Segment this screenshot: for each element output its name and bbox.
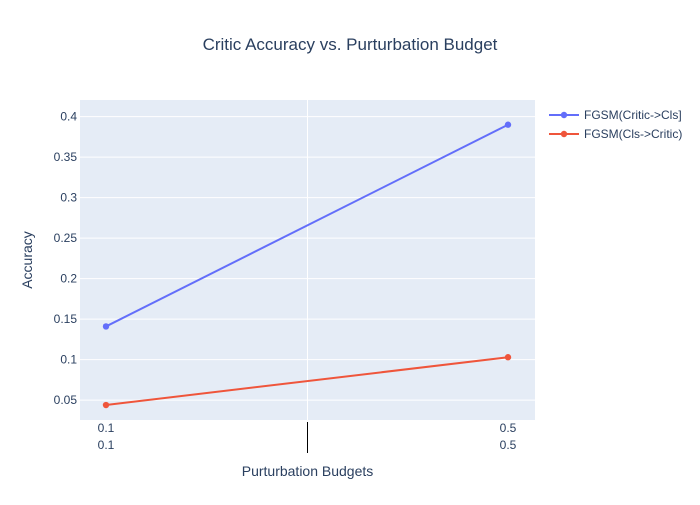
- y-tick-label: 0.25: [54, 231, 78, 245]
- series-line: [105, 123, 509, 328]
- y-tick-label: 0.15: [54, 312, 78, 326]
- y-tick-label: 0.2: [60, 272, 77, 286]
- x-tick-sublabel: 0.1: [98, 438, 115, 452]
- data-point[interactable]: [102, 323, 110, 330]
- x-tick-sublabel: 0.5: [500, 438, 517, 452]
- series-layer: [102, 121, 512, 409]
- legend-item[interactable]: FGSM(Cls->Critic): [549, 127, 682, 141]
- x-axis-label: Purturbation Budgets: [242, 463, 374, 479]
- legend-label: FGSM(Critic->Cls]: [584, 108, 682, 122]
- legend-label: FGSM(Cls->Critic): [584, 127, 682, 141]
- data-point[interactable]: [504, 121, 512, 128]
- y-tick-label: 0.4: [60, 110, 77, 124]
- y-tick-label: 0.35: [54, 150, 78, 164]
- grid-lines: [80, 100, 535, 420]
- x-tick-label: 0.5: [500, 421, 517, 435]
- data-point[interactable]: [102, 401, 110, 409]
- x-tick-label: 0.1: [98, 421, 115, 435]
- y-tick-label: 0.1: [60, 353, 77, 367]
- legend-swatch-marker: [560, 130, 568, 138]
- y-tick-label: 0.05: [54, 393, 78, 407]
- data-point[interactable]: [504, 354, 512, 361]
- y-axis-label: Accuracy: [19, 231, 35, 289]
- y-tick-label: 0.3: [60, 191, 77, 205]
- series-line: [105, 356, 509, 407]
- legend-swatch-marker: [560, 111, 568, 119]
- legend[interactable]: FGSM(Critic->Cls] FGSM(Cls->Critic): [549, 108, 682, 141]
- y-axis-ticks: 0.05 0.1 0.15 0.2 0.25 0.3 0.35 0.4: [54, 110, 78, 408]
- chart-title: Critic Accuracy vs. Purturbation Budget: [203, 35, 498, 54]
- x-axis-ticks: 0.1 0.1 0.5 0.5: [98, 421, 517, 452]
- legend-item[interactable]: FGSM(Critic->Cls]: [549, 108, 682, 122]
